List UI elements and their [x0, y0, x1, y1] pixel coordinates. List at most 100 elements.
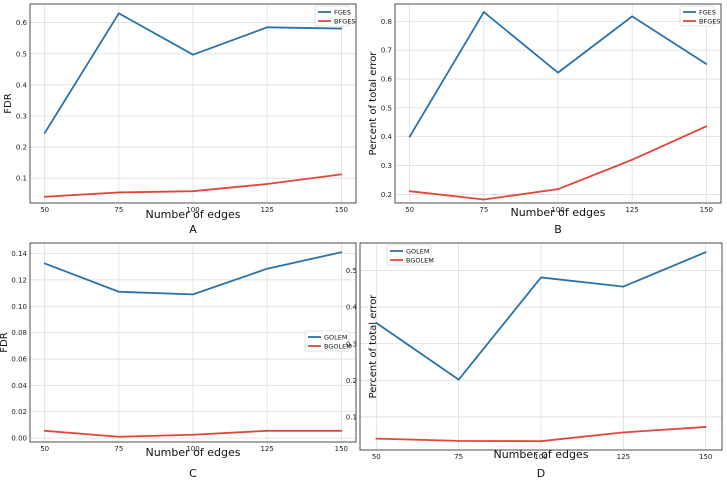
data-point [705, 125, 708, 128]
data-point [631, 15, 634, 18]
y-tick-label: 0.5 [346, 267, 357, 275]
chart-panel-a: 50 75 100 125 150 0.1 0.2 0.3 0.4 0.5 0.6 Number of… [3, 3, 357, 236]
y-tick-label: 0.3 [346, 340, 357, 348]
y-tick-label: 0.00 [11, 435, 27, 443]
plot-frame [29, 242, 357, 443]
y-tick-label: 0.12 [11, 276, 27, 284]
y-tick-label: 0.4 [381, 133, 393, 141]
x-axis-label: Number of edges [510, 206, 605, 219]
y-tick-label: 0.08 [11, 329, 27, 337]
legend-entry: FGES [334, 8, 351, 16]
x-tick-label: 75 [479, 206, 488, 214]
x-tick-label: 75 [114, 206, 123, 214]
x-tick-label: 100 [186, 206, 199, 214]
y-tick-label: 0.1 [16, 175, 27, 183]
data-point [43, 262, 46, 265]
data-point [266, 183, 269, 185]
legend-entry: FGES [699, 8, 716, 16]
y-tick-label: 0.06 [11, 355, 27, 363]
panel-label: B [554, 223, 562, 236]
x-tick-label: 50 [40, 445, 49, 453]
x-tick-label: 75 [114, 445, 123, 453]
plot-frame [394, 3, 722, 204]
x-tick-label: 50 [405, 206, 414, 214]
data-point [631, 158, 634, 161]
y-tick-label: 0.6 [16, 19, 28, 27]
data-point [375, 437, 378, 440]
data-point [43, 132, 46, 134]
y-tick-label: 0.6 [381, 75, 393, 83]
y-tick-label: 0.1 [346, 414, 357, 422]
x-tick-label: 150 [335, 206, 348, 214]
y-tick-label: 0.02 [11, 408, 27, 416]
x-tick-label: 100 [551, 206, 564, 214]
data-point [192, 433, 194, 436]
data-point [457, 439, 460, 442]
x-tick-label: 125 [617, 453, 630, 461]
x-tick-label: 125 [260, 206, 273, 214]
y-tick-label: 0.3 [381, 162, 392, 170]
panel-label: C [189, 467, 197, 480]
x-axis-label: Number of edges [145, 208, 240, 221]
legend-entry: GOLEM [324, 333, 348, 341]
data-point [266, 267, 269, 270]
x-tick-label: 150 [699, 453, 712, 461]
x-axis-label: Number of edges [145, 446, 240, 459]
chart-panel-c: 50 75 100 125 150 0.00 0.02 0.04 0.06 0.08 0.10 0.1… [0, 242, 357, 480]
legend-entry: GOLEM [406, 247, 430, 255]
data-point [266, 429, 269, 432]
y-tick-label: 0.2 [16, 144, 27, 152]
chart-panel-b: 50 75 100 125 150 0.2 0.3 0.4 0.5 0.6 0.7 0.8 Number… [368, 3, 722, 236]
y-tick-label: 0.10 [11, 303, 27, 311]
data-point [408, 190, 411, 193]
data-point [622, 285, 625, 288]
data-point [705, 63, 708, 65]
data-point [622, 431, 625, 434]
y-tick-label: 0.3 [16, 112, 27, 120]
data-point [192, 190, 194, 193]
data-point [482, 11, 485, 13]
plot-frame [359, 242, 723, 451]
panel-label: A [189, 223, 197, 236]
y-tick-label: 0.14 [11, 250, 27, 258]
data-point [704, 251, 707, 254]
x-tick-label: 125 [260, 445, 273, 453]
data-point [117, 435, 120, 438]
data-point [192, 53, 194, 56]
data-point [340, 251, 343, 254]
data-point [704, 426, 707, 428]
y-tick-label: 0.2 [346, 377, 357, 385]
data-point [117, 290, 120, 293]
data-point [540, 440, 542, 443]
data-point [557, 188, 559, 191]
y-tick-label: 0.8 [381, 18, 392, 26]
y-tick-label: 0.5 [381, 104, 392, 112]
y-tick-label: 0.5 [16, 50, 27, 58]
x-tick-label: 100 [534, 453, 547, 461]
data-point [117, 12, 120, 15]
x-tick-label: 75 [454, 453, 463, 461]
x-tick-label: 125 [625, 206, 638, 214]
data-point [540, 276, 542, 279]
legend-entry: BGOLEM [406, 256, 434, 264]
data-point [340, 27, 343, 30]
legend-entry: BFGES [334, 17, 355, 25]
legend-entry: BGOLEM [324, 342, 352, 350]
chart-panel-d: 50 75 100 125 150 0.1 0.2 0.3 0.4 0.5 Number of ed… [346, 242, 723, 480]
plot-frame [29, 3, 357, 204]
data-point [340, 429, 343, 432]
data-point [408, 135, 411, 138]
x-axis-label: Number of edges [493, 448, 588, 461]
data-point [266, 26, 269, 29]
data-point [375, 321, 378, 324]
x-tick-label: 150 [335, 445, 348, 453]
panel-label: D [537, 467, 545, 480]
y-axis-label: FDR [0, 332, 10, 352]
y-tick-label: 0.4 [16, 81, 28, 89]
y-tick-label: 0.2 [381, 191, 392, 199]
